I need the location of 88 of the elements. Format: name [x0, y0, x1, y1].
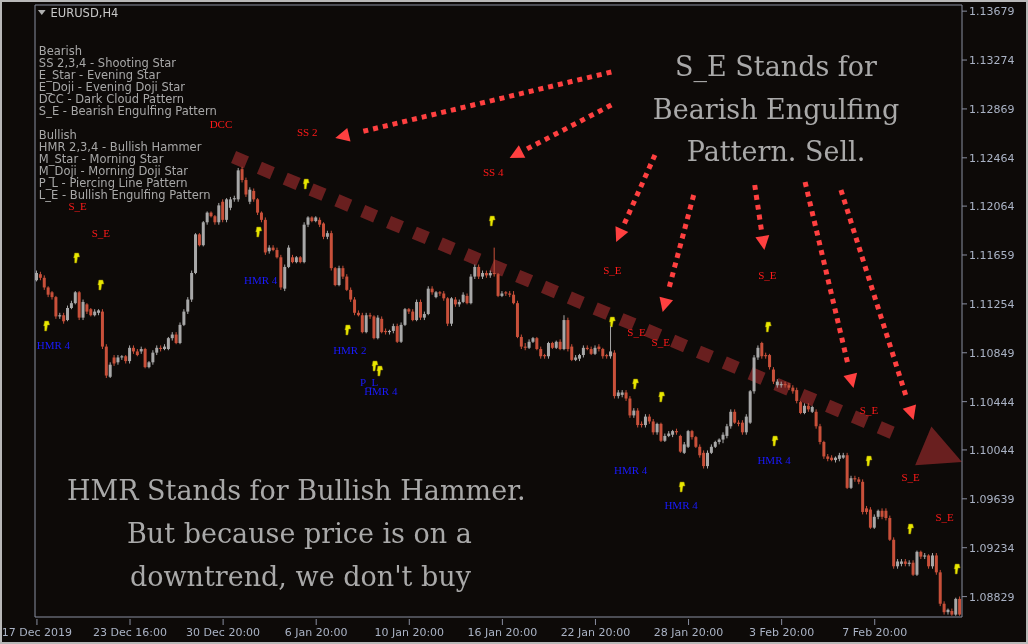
annotation: S_E	[859, 404, 879, 416]
annotation: HMR 4	[664, 499, 699, 511]
candlestick	[915, 550, 919, 577]
y-tick-label: 1.12464	[969, 151, 1015, 165]
annotation: S_E Stands for	[675, 51, 878, 83]
y-tick-label: 1.13274	[969, 53, 1015, 67]
x-tick-label: 22 Jan 20:00	[560, 626, 631, 639]
candlestick	[787, 382, 791, 391]
x-tick-label: 10 Jan 20:00	[374, 626, 445, 639]
x-tick-label: 17 Dec 2019	[1, 626, 73, 639]
annotation: S_E	[935, 511, 955, 523]
annotation: HMR 4	[36, 339, 71, 351]
candlestick	[686, 429, 690, 449]
candlestick	[706, 449, 710, 470]
y-tick-label: 1.11254	[969, 297, 1015, 311]
x-tick-label: 3 Feb 20:00	[749, 626, 815, 639]
annotation: HMR 4	[757, 454, 792, 466]
candlestick	[116, 354, 120, 366]
annotation: Bearish	[38, 44, 83, 58]
annotation: Bullish	[38, 128, 77, 142]
annotation: S_E	[651, 336, 671, 348]
y-tick-label: 1.09639	[969, 492, 1015, 506]
annotation: S_E	[758, 269, 777, 281]
x-tick-label: 6 Jan 20:00	[284, 626, 348, 639]
candlestick	[659, 422, 663, 443]
annotation: S_E	[603, 264, 622, 276]
annotation: HMR 2,3,4 - Bullish Hammer	[38, 140, 202, 154]
annotation: Bearish Engulfing	[652, 94, 900, 125]
candlestick	[54, 295, 58, 320]
y-tick-label: 1.10444	[969, 395, 1015, 409]
annotation: S_E - Bearish Engulfing Pattern	[38, 104, 217, 118]
y-tick-label: 1.09234	[969, 541, 1015, 555]
candlestick	[364, 312, 368, 334]
y-tick-label: 1.10044	[969, 443, 1015, 457]
chart-title: EURUSD,H4	[50, 6, 119, 20]
annotation: SS 2,3,4 - Shooting Star	[38, 56, 177, 70]
candlestick	[500, 290, 504, 298]
x-tick-label: 23 Dec 16:00	[93, 626, 168, 639]
y-tick-label: 1.08829	[969, 590, 1015, 604]
y-tick-label: 1.11659	[969, 248, 1015, 262]
y-tick-label: 1.12869	[969, 102, 1015, 116]
y-tick-label: 1.13679	[969, 5, 1015, 19]
annotation: Pattern. Sell.	[686, 136, 866, 167]
candlestick	[880, 507, 884, 520]
annotation: M_Doji - Morning Doji Star	[38, 164, 189, 178]
candlestick	[283, 264, 287, 292]
annotation: E_Doji - Evening Doji Star	[38, 80, 186, 94]
x-tick-label: 28 Jan 20:00	[653, 626, 724, 639]
annotation: SS 2	[296, 126, 318, 138]
annotation: DCC	[209, 118, 233, 130]
annotation: downtrend, we don't buy	[129, 561, 472, 592]
candlestick	[360, 312, 364, 334]
candlestick	[954, 597, 958, 617]
candlestick	[496, 272, 500, 298]
annotation: HMR 2	[333, 344, 367, 356]
annotation: HMR 4	[244, 274, 278, 286]
candlestick	[934, 552, 938, 576]
candlestick	[201, 220, 205, 247]
candlestick	[143, 347, 147, 369]
candlestick	[678, 434, 682, 454]
annotation: S_E	[68, 200, 88, 212]
candlestick	[958, 595, 962, 617]
annotation: S_E	[91, 227, 111, 239]
candlestick	[418, 299, 422, 321]
candlestick	[372, 314, 376, 340]
x-tick-label: 30 Dec 20:00	[186, 626, 261, 639]
annotation: E_Star - Evening Star	[38, 68, 161, 82]
x-tick-label: 7 Feb 20:00	[842, 626, 908, 639]
annotation: But because price is on a	[127, 518, 472, 549]
annotation: SS 4	[482, 166, 504, 178]
y-tick-label: 1.12064	[969, 200, 1015, 214]
annotation: S_E	[901, 471, 921, 483]
candlestick	[415, 299, 419, 322]
candlestick	[702, 449, 706, 470]
annotation: HMR Stands for Bullish Hammer.	[66, 475, 526, 506]
candlestick	[221, 198, 225, 223]
candlestick	[395, 323, 399, 344]
candlestick	[217, 202, 221, 226]
annotation: S_E	[627, 326, 646, 338]
candlestick	[81, 299, 85, 321]
annotation: M_Star - Morning Star	[38, 152, 164, 166]
candlestick	[376, 314, 380, 340]
candlestick	[333, 266, 337, 287]
y-tick-label: 1.10849	[969, 346, 1015, 360]
candlestick	[337, 265, 341, 287]
annotation: HMR 4	[614, 464, 648, 476]
x-tick-label: 16 Jan 20:00	[467, 626, 538, 639]
candlestick	[636, 407, 640, 428]
